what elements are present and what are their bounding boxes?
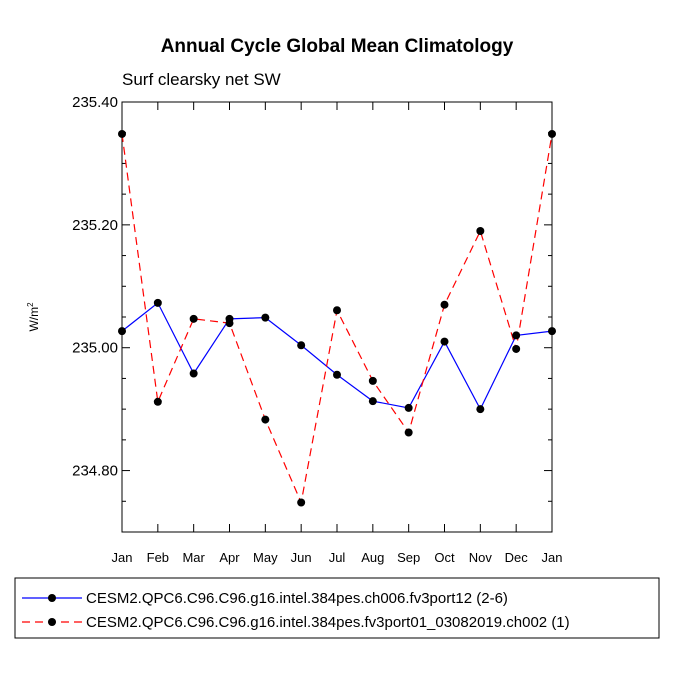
y-axis-label: W/m2 [26, 302, 41, 332]
series-1-point [118, 327, 126, 336]
series-2-point [333, 306, 341, 315]
y-axis-label-superscript: 2 [26, 302, 35, 307]
x-tick-label: Jan [542, 550, 563, 565]
y-tick-label: 235.00 [72, 340, 118, 357]
x-tick-label: Nov [469, 550, 493, 565]
series-2-point [404, 428, 413, 437]
series-2-point [153, 397, 162, 406]
legend-marker-2 [48, 618, 56, 626]
y-tick-label: 234.80 [72, 463, 118, 480]
series-1-point [440, 337, 449, 346]
y-tick-label: 235.40 [72, 94, 118, 111]
series-2-point [189, 314, 198, 323]
x-tick-label: Aug [361, 550, 384, 565]
x-tick-label: Oct [434, 550, 455, 565]
series-1-point [153, 298, 162, 307]
x-tick-label: Feb [147, 550, 169, 565]
series-1-point [261, 313, 270, 322]
x-tick-label: Jun [291, 550, 312, 565]
x-tick-label: Jul [329, 550, 346, 565]
series-2-point [512, 344, 521, 353]
series-1-point [512, 331, 521, 340]
legend: CESM2.QPC6.C96.C96.g16.intel.384pes.ch00… [22, 590, 570, 631]
series-2-point [440, 300, 449, 309]
series-1-point [404, 403, 413, 412]
legend-box [14, 577, 660, 639]
series-1-point [476, 405, 485, 414]
y-axis-label-unit: W/m [27, 307, 41, 332]
series-2-point [261, 415, 270, 424]
series-1-point [368, 397, 377, 406]
series-2-point [548, 129, 556, 138]
chart-title: Annual Cycle Global Mean Climatology [161, 36, 514, 57]
series-1-point [189, 369, 198, 378]
series-layer [118, 129, 556, 507]
series-line-2 [121, 133, 553, 505]
series-2-point [368, 376, 377, 385]
series-1-point [333, 370, 341, 379]
series-2-point [118, 129, 126, 138]
series-2-point [225, 319, 234, 328]
plot-area-frame [121, 101, 553, 533]
x-tick-label: Jan [112, 550, 133, 565]
x-tick-label: Apr [219, 550, 240, 565]
legend-label-1: CESM2.QPC6.C96.C96.g16.intel.384pes.ch00… [86, 590, 508, 607]
series-2-point [476, 227, 485, 235]
legend-label-2: CESM2.QPC6.C96.C96.g16.intel.384pes.fv3p… [86, 614, 570, 631]
series-line-1 [121, 301, 553, 411]
series-2-point [297, 498, 306, 507]
x-tick-label: May [253, 550, 278, 565]
legend-marker-1 [48, 594, 56, 602]
x-tick-label: Mar [182, 550, 205, 565]
y-axis: 234.80 235.00 235.20 235.40 [72, 94, 552, 533]
series-1-point [297, 341, 306, 350]
x-axis: Jan Feb Mar Apr May Jun Jul Aug Sep Oct Nov Dec Jan [112, 102, 563, 565]
series-1-point [548, 327, 556, 336]
y-tick-label: 235.20 [72, 217, 118, 234]
x-tick-label: Dec [505, 550, 529, 565]
chart-subtitle: Surf clearsky net SW [122, 70, 281, 89]
x-tick-label: Sep [397, 550, 420, 565]
